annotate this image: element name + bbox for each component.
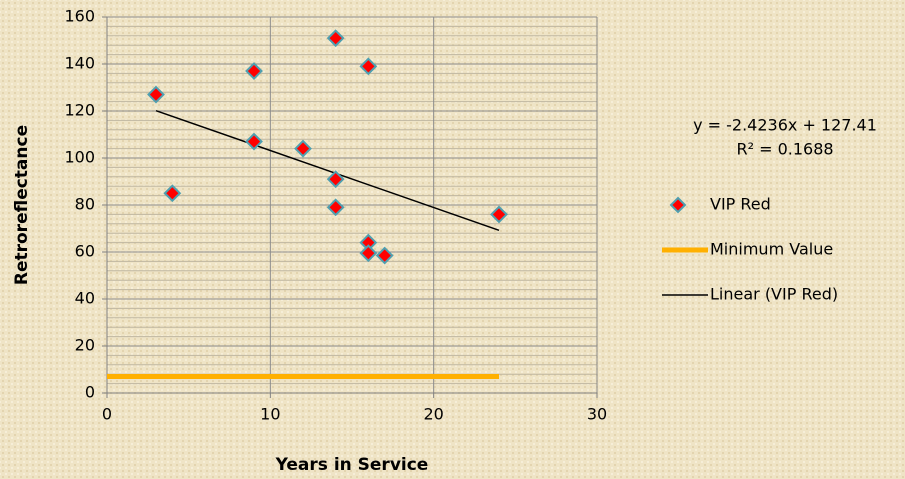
y-tick-label: 100 <box>64 148 95 167</box>
data-point <box>326 29 345 48</box>
data-point <box>490 205 508 224</box>
y-tick-label: 140 <box>64 54 95 73</box>
series-line <box>155 109 500 231</box>
legend-label: VIP Red <box>710 195 771 214</box>
x-tick-label: 30 <box>587 405 607 424</box>
x-axis-title: Years in Service <box>275 455 429 475</box>
y-tick-label: 0 <box>85 383 95 402</box>
data-point <box>326 198 345 217</box>
data-point <box>294 139 312 158</box>
data-point <box>375 246 394 265</box>
data-point <box>163 184 182 203</box>
x-tick-label: 20 <box>423 405 443 424</box>
trend-r-squared: R² = 0.1688 <box>736 140 833 159</box>
y-tick-label: 40 <box>75 289 95 308</box>
data-point <box>245 62 263 80</box>
y-tick-label: 60 <box>75 242 95 261</box>
trend-equation: y = -2.4236x + 127.41 <box>693 116 877 135</box>
legend-label: Linear (VIP Red) <box>710 285 838 304</box>
data-point <box>147 85 165 104</box>
y-tick-label: 120 <box>64 101 95 120</box>
x-tick-label: 10 <box>260 405 280 424</box>
data-point <box>359 244 378 263</box>
legend-marker <box>669 196 687 214</box>
y-tick-label: 160 <box>64 7 95 26</box>
legend-label: Minimum Value <box>710 240 833 259</box>
data-point <box>359 57 378 76</box>
x-tick-label: 0 <box>102 405 112 424</box>
y-tick-label: 80 <box>75 195 95 214</box>
y-axis-title: Retroreflectance <box>12 125 32 285</box>
y-tick-label: 20 <box>75 336 95 355</box>
data-point <box>326 170 345 189</box>
data-point <box>245 132 263 151</box>
